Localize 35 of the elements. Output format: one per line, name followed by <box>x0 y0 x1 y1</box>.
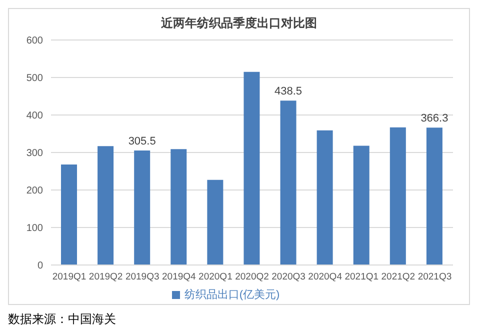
bar <box>244 72 260 265</box>
y-tick-label: 400 <box>26 110 44 122</box>
bar <box>134 150 150 265</box>
y-tick-label: 100 <box>26 223 44 234</box>
legend-label: 纺织品出口(亿美元) <box>184 289 280 301</box>
bar <box>426 128 442 265</box>
y-tick-label: 200 <box>26 186 44 197</box>
x-tick-label: 2019Q3 <box>125 272 160 283</box>
x-tick-label: 2020Q2 <box>235 272 269 283</box>
data-label: 366.3 <box>420 112 448 125</box>
y-tick-label: 0 <box>37 260 44 272</box>
data-label: 438.5 <box>274 86 302 98</box>
y-tick-label: 600 <box>26 36 44 47</box>
chart-title: 近两年纺织品季度出口对比图 <box>160 15 318 32</box>
bar <box>353 146 370 265</box>
bar <box>390 127 406 265</box>
bar <box>316 130 333 265</box>
bar <box>170 149 187 265</box>
x-tick-label: 2021Q3 <box>418 272 452 283</box>
source-note: 数据来源：中国海关 <box>8 311 117 328</box>
x-tick-label: 2020Q1 <box>198 272 232 283</box>
x-tick-label: 2020Q4 <box>308 272 342 283</box>
x-tick-label: 2021Q1 <box>344 272 379 283</box>
y-tick-label: 300 <box>26 148 44 160</box>
x-tick-label: 2021Q2 <box>381 272 416 283</box>
bar <box>98 146 114 265</box>
x-tick-label: 2019Q1 <box>52 272 86 283</box>
bar <box>207 180 224 265</box>
bar <box>61 164 77 265</box>
y-tick-label: 500 <box>26 73 44 84</box>
data-label: 305.5 <box>128 135 156 148</box>
x-tick-label: 2019Q2 <box>88 272 123 283</box>
x-tick-label: 2020Q3 <box>272 272 306 283</box>
bar <box>280 100 296 265</box>
x-tick-label: 2019Q4 <box>162 272 196 283</box>
